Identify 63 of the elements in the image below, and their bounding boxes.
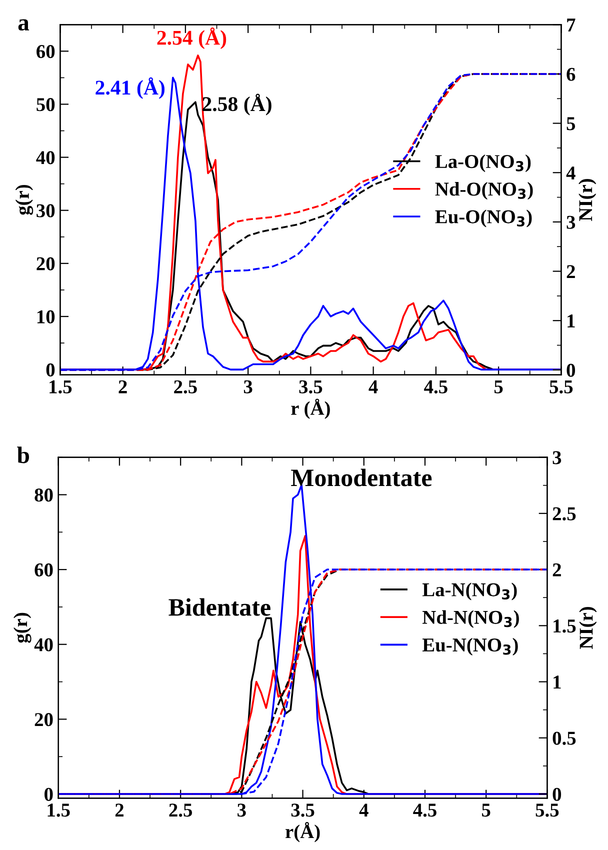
y-axis-title: g(r) [14, 612, 32, 643]
x-axis-title: r (Å) [291, 398, 330, 419]
y2-axis-title: NI(r) [579, 606, 597, 649]
legend-label: Eu-O(NO$_{3}$) [435, 210, 532, 228]
y-tick-label: 60 [34, 563, 53, 576]
annotation: Bidentate [168, 598, 270, 616]
legend-label: Eu-N(NO$_{3}$) [422, 638, 518, 656]
x-tick-label: 3.5 [299, 380, 322, 394]
annotation: 2.41 (Å) [96, 77, 164, 99]
x-tick-label: 5 [482, 804, 490, 817]
x-tick-label: 2 [115, 804, 124, 817]
x-tick-label: 3 [244, 380, 252, 394]
x-tick-label: 2.5 [174, 380, 197, 394]
y-tick-label: 0 [44, 788, 53, 801]
x-tick-label: 2.5 [169, 804, 192, 817]
y2-tick-label: 4 [566, 166, 576, 180]
y2-tick-label: 6 [566, 68, 576, 81]
x-tick-label: 1.5 [50, 380, 72, 394]
y-tick-label: 50 [36, 98, 55, 112]
y-tick-label: 40 [34, 638, 53, 652]
y-axis-title: g(r) [15, 184, 34, 215]
annotation: 2.54 (Å) [157, 27, 226, 50]
y-tick-label: 60 [36, 44, 55, 58]
x-tick-label: 5 [494, 380, 503, 394]
y-tick-label: 80 [34, 488, 53, 502]
y2-tick-label: 2 [566, 265, 575, 278]
x-tick-label: 4.5 [424, 380, 448, 394]
x-tick-label: 4 [368, 380, 378, 394]
y2-tick-label: 2 [552, 563, 561, 576]
x-tick-label: 3.5 [291, 804, 314, 817]
y2-tick-label: 7 [567, 18, 576, 32]
y-tick-label: 10 [37, 310, 55, 324]
x-tick-label: 5.5 [550, 380, 573, 394]
legend-label: La-O(NO$_{3}$) [435, 154, 531, 172]
y2-tick-label: 0 [552, 788, 562, 801]
x-tick-label: 3 [238, 804, 246, 817]
x-tick-label: 4.5 [413, 804, 436, 817]
y-tick-label: 30 [36, 204, 55, 218]
y2-tick-label: 1 [568, 314, 575, 328]
y2-tick-label: 0 [566, 364, 576, 377]
y-tick-label: 20 [36, 257, 55, 270]
y2-tick-label: 2.5 [552, 507, 576, 520]
y2-tick-label: 0.5 [552, 732, 576, 745]
x-tick-label: 5.5 [536, 804, 559, 817]
y-tick-label: 20 [34, 713, 53, 726]
y2-tick-label: 3 [566, 216, 576, 229]
legend-label: Nd-O(NO$_{3}$) [435, 182, 533, 200]
chart-title: a [18, 19, 30, 31]
chart-title: b [17, 446, 29, 464]
y-tick-label: 40 [36, 151, 55, 164]
x-tick-label: 2 [118, 380, 127, 394]
annotation: Monodentate [291, 468, 432, 486]
y2-tick-label: 3 [552, 451, 562, 464]
legend-label: La-N(NO$_{3}$) [422, 582, 517, 600]
x-axis-title: r(Å) [285, 822, 320, 842]
x-tick-label: 1.5 [48, 804, 70, 817]
y2-tick-label: 1 [554, 676, 561, 689]
y2-tick-label: 5 [566, 117, 576, 130]
y2-tick-label: 1.5 [554, 620, 576, 633]
legend-label: Nd-N(NO$_{3}$) [422, 610, 519, 628]
y2-axis-title: NI(r) [578, 179, 596, 221]
x-tick-label: 4 [359, 804, 368, 817]
y-tick-label: 0 [46, 363, 55, 376]
